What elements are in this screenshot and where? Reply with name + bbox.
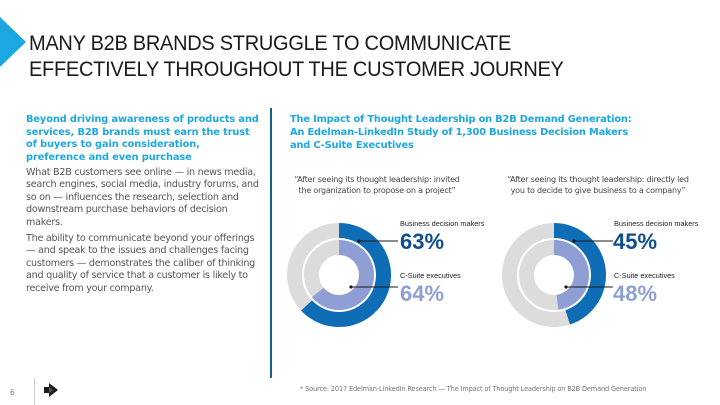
lead-text: Beyond driving awareness of products and… [26,114,259,163]
slide-title: MANY B2B BRANDS STRUGGLE TO COMMUNICATE … [29,30,564,82]
chart-2-ring-1-arc [554,223,606,325]
page-number: 6 [10,388,15,397]
chart-2-series-2-value: 48% [613,281,658,306]
chart-2-series-2-label: C-Suite executives [614,271,675,280]
slide-title-line-1: MANY B2B BRANDS STRUGGLE TO COMMUNICATE [29,31,512,55]
arrow-logo-icon [44,383,58,397]
chart-1-quote-line-1: “After seeing its thought leadership: in… [294,175,460,184]
chart-1-series-1-value: 63% [400,229,445,254]
chart-1-quote-line-2: the organization to propose on a project… [298,185,456,195]
left-column: Beyond driving awareness of products and… [26,114,261,295]
chart-1-ring-2-arc [312,240,374,310]
chart-1-series-1-label: Business decision makers [400,219,485,228]
chart-2-series-1-label: Business decision makers [614,219,699,228]
chart-1-quote: “After seeing its thought leadership: in… [272,175,482,196]
study-title-line-1: The Impact of Thought Leadership on B2B … [290,114,632,125]
chart-2-quote-line-2: you to decide to give business to a comp… [510,185,686,195]
slide-title-line-2: EFFECTIVELY THROUGHOUT THE CUSTOMER JOUR… [29,57,564,81]
source-footnote: * Source: 2017 Edelman-LinkedIn Research… [300,385,647,393]
chart-2-quote: “After seeing its thought leadership: di… [487,175,709,196]
body-paragraph-1: What B2B customers see online — in news … [26,167,259,228]
chart-1-ring-1-arc [301,223,391,327]
chart-2-donut [502,223,613,327]
chart-2-quote-line-1: “After seeing its thought leadership: di… [507,175,689,184]
chart-1-series-2-value: 64% [400,281,445,306]
study-title-line-3: and C-Suite Executives [290,139,414,151]
body-paragraph-2: The ability to communicate beyond your o… [26,233,255,294]
chart-2-series-1-value: 45% [613,229,658,254]
footer-divider [34,378,35,405]
chart-1-series-2-label: C-Suite executives [400,271,461,280]
study-title: The Impact of Thought Leadership on B2B … [290,114,632,152]
chart-2-ring-2-arc [554,240,589,310]
chart-1-donut [287,223,398,327]
study-title-line-2: An Edelman-LinkedIn Study of 1,300 Busin… [290,126,629,138]
column-divider [270,108,272,378]
chevron-accent-icon [0,17,26,67]
